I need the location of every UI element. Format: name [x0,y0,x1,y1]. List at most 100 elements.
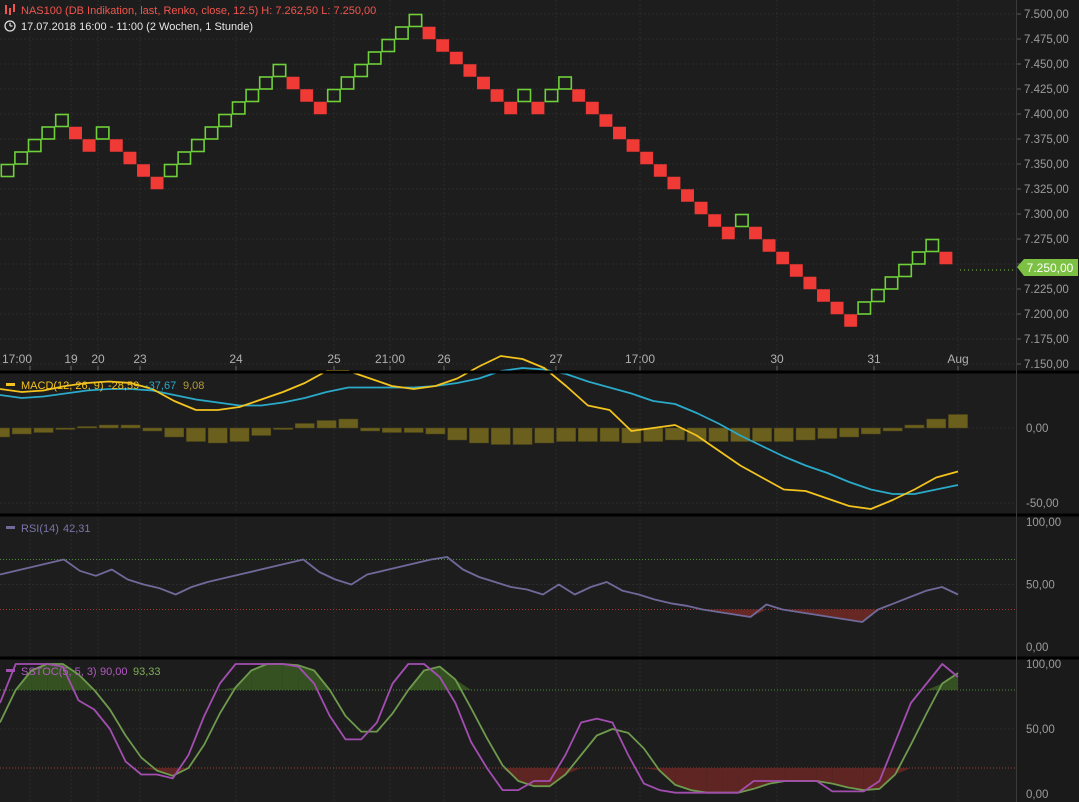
macd-histogram-bar [120,424,141,429]
renko-down-box [82,139,96,152]
rsi-oversold-fill [814,609,831,617]
sstoc-oversold-fill [722,768,739,793]
renko-up-box [326,88,341,103]
renko-up-box [27,138,42,153]
rsi-y-tick-label: 50,00 [1026,580,1055,592]
price-y-tick-label: 7.150,00 [1024,359,1069,371]
rsi-oversold-fill [750,609,767,617]
macd-histogram-bar [207,427,228,444]
renko-up-box [258,76,273,90]
macd-histogram-bar [142,427,163,432]
macd-histogram-bar [621,427,642,444]
macd-legend-name: MACD(12, 26, 9) [21,380,104,392]
sstoc-overbought-fill [251,664,267,690]
macd-histogram-bar [773,427,794,442]
price-y-tick-label: 7.500,00 [1024,9,1069,21]
sstoc-overbought-fill [282,664,299,690]
sstoc-y-tick-label: 100,00 [1026,659,1061,671]
renko-up-box [190,138,205,153]
rsi-y-tick-label: 0,00 [1026,642,1048,654]
time-x-tick-label: 25 [327,352,341,366]
time-x-tick-label: 23 [133,352,147,366]
sstoc-overbought-fill [942,673,958,690]
renko-down-box [681,189,694,202]
renko-down-box [286,76,300,90]
renko-up-box [177,151,192,165]
macd-histogram-bar [512,427,533,445]
time-x-tick-label: 17:00 [2,352,32,366]
renko-down-box [653,164,667,177]
macd-histogram-bar [229,427,250,442]
chart-title: NAS100 (DB Indikation, last, Renko, clos… [21,5,376,17]
macd-histogram-bar [316,420,337,429]
macd-y-tick-label: -50,00 [1026,498,1059,510]
renko-down-box [300,89,314,102]
chart-header: NAS100 (DB Indikation, last, Renko, clos… [4,4,376,33]
sstoc-legend-name: SSTOC(5, 5, 3) [21,666,97,678]
renko-down-box [477,76,490,90]
renko-up-box [163,163,178,178]
time-x-tick-label: 19 [64,352,78,366]
chart-period: 17.07.2018 16:00 - 11:00 (2 Wochen, 1 St… [21,21,253,33]
rsi-line [0,556,959,623]
price-y-tick-label: 7.425,00 [1024,84,1069,96]
sstoc-oversold-fill [832,768,849,788]
sstoc-overbought-fill [266,664,283,690]
sstoc-overbought-fill [62,664,79,690]
time-x-tick-label: 24 [229,352,243,366]
sstoc-oversold-fill [753,768,770,789]
macd-histogram-bar [11,427,32,435]
macd-y-tick-label: 0,00 [1026,423,1048,435]
renko-down-box [150,176,164,190]
macd-histogram-bar [795,427,816,441]
sstoc-overbought-fill [926,683,943,690]
renko-down-box [436,39,450,52]
price-y-tick-label: 7.350,00 [1024,159,1069,171]
renko-up-box [394,26,409,40]
sstoc-oversold-fill [706,768,723,793]
sstoc-oversold-fill [895,768,911,775]
renko-down-box [694,201,708,215]
renko-down-box [137,164,150,177]
renko-down-box [789,264,803,277]
renko-up-box [14,151,29,165]
macd-histogram-bar [556,427,576,442]
rsi-legend: RSI(14) 42,31 [6,523,91,535]
macd-histogram-bar [882,427,903,432]
renko-down-box [844,314,858,327]
macd-histogram-bar [251,427,272,436]
macd-histogram-bar [817,427,838,439]
sstoc-k-line [0,663,959,794]
sstoc-oversold-fill [738,768,754,793]
y-axis-panel[interactable] [1016,0,1079,802]
signal-value: -37,67 [145,380,176,392]
macd-histogram-bar [534,427,555,444]
price-pane[interactable] [0,0,1016,371]
renko-up-box [95,126,110,140]
time-x-tick-label: 21:00 [375,352,405,366]
time-x-tick-label: 31 [867,352,881,366]
price-y-tick-label: 7.225,00 [1024,284,1069,296]
renko-down-box [313,101,327,115]
renko-down-box [803,276,817,290]
macd-histogram-bar [578,427,598,442]
rsi-y-tick-label: 100,00 [1026,517,1061,529]
rsi-legend-name: RSI(14) [21,523,59,535]
sstoc-oversold-fill [785,768,801,781]
price-y-tick-label: 7.475,00 [1024,34,1069,46]
renko-down-box [776,251,790,265]
macd-histogram-bar [469,427,489,444]
renko-up-box [925,238,940,253]
renko-down-box [762,239,776,252]
renko-down-box [585,101,599,115]
last-price-tag: 7.250,00 [1017,259,1078,276]
macd-histogram-bar [643,427,664,442]
price-y-tick-label: 7.325,00 [1024,184,1069,196]
macd-histogram-bar [360,427,380,432]
sstoc-oversold-fill [643,768,660,771]
time-x-tick-label: Aug [947,352,968,366]
macd-histogram-bar [164,427,185,438]
sstoc-oversold-fill [816,768,833,784]
renko-down-box [531,101,545,115]
